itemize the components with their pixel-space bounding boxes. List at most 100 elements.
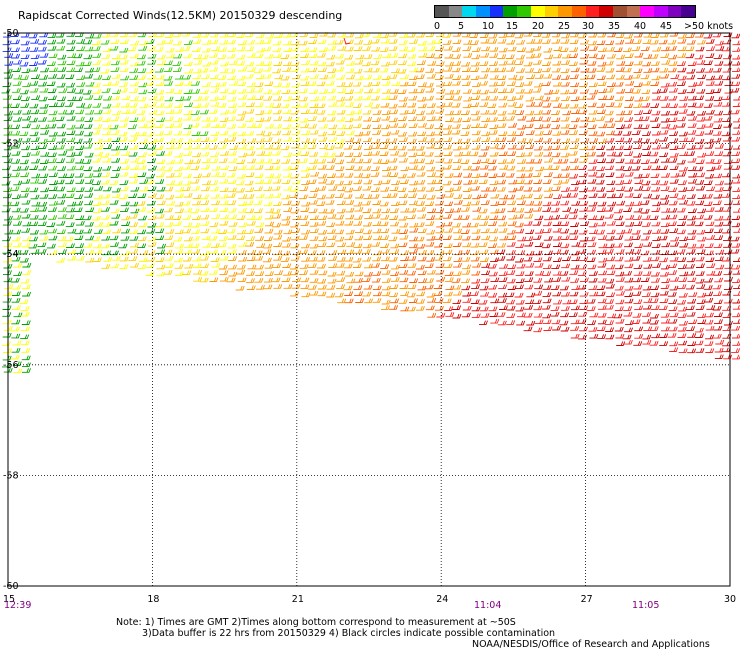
wind-barb — [651, 221, 661, 227]
wind-barb — [560, 200, 570, 206]
wind-barb — [559, 320, 569, 326]
wind-barb — [523, 326, 533, 332]
wind-barb — [732, 298, 740, 304]
wind-barb — [507, 137, 516, 142]
wind-barb — [633, 207, 643, 213]
wind-barb — [623, 110, 633, 115]
wind-barb — [145, 271, 155, 276]
wind-barb — [679, 199, 689, 205]
wind-barb — [523, 221, 533, 226]
wind-barb — [48, 215, 58, 220]
wind-barb — [533, 290, 543, 296]
wind-barb — [418, 40, 427, 46]
wind-barb — [129, 222, 139, 227]
wind-barb — [335, 229, 345, 235]
wind-barb — [343, 37, 351, 45]
wind-barb — [183, 40, 193, 45]
wind-barb — [507, 207, 517, 213]
wind-barb — [426, 53, 436, 58]
wind-barb — [452, 207, 462, 213]
wind-barb — [211, 165, 221, 171]
wind-barb — [3, 158, 13, 163]
wind-barb — [156, 54, 166, 60]
wind-barb — [534, 82, 543, 88]
wind-barb — [578, 214, 588, 220]
wind-barb — [139, 186, 149, 192]
wind-barb — [175, 96, 185, 101]
wind-barb — [174, 158, 184, 164]
wind-barb — [668, 200, 678, 206]
wind-barb — [67, 255, 77, 261]
wind-barb — [526, 74, 536, 79]
wind-barb — [128, 193, 138, 198]
wind-barb — [660, 229, 670, 234]
wind-barb — [236, 159, 246, 164]
wind-barb — [290, 291, 299, 297]
wind-barb — [363, 229, 372, 235]
wind-barb — [300, 67, 310, 73]
wind-barb — [551, 145, 561, 150]
wind-barb — [712, 67, 722, 73]
wind-barb — [659, 333, 669, 338]
wind-barb — [10, 277, 20, 283]
wind-barb — [579, 256, 589, 262]
wind-barb — [670, 277, 680, 282]
wind-barb — [201, 116, 211, 122]
wind-barb — [687, 123, 697, 128]
wind-barb — [138, 222, 148, 227]
wind-barb — [507, 264, 517, 269]
wind-barb — [300, 221, 310, 226]
wind-barb — [184, 263, 194, 269]
wind-barb — [84, 173, 94, 178]
wind-barb — [649, 215, 659, 221]
wind-barb — [310, 171, 320, 177]
wind-barb — [192, 200, 201, 206]
wind-barb — [670, 172, 680, 178]
wind-barb — [694, 54, 704, 60]
wind-barb — [308, 39, 318, 44]
wind-barb — [12, 284, 22, 290]
legend-swatch — [503, 6, 518, 17]
wind-barb — [254, 255, 264, 261]
wind-barb — [74, 229, 84, 235]
wind-barb — [39, 194, 49, 199]
wind-barb — [686, 68, 696, 74]
wind-barb — [551, 39, 561, 44]
wind-barb — [300, 47, 310, 53]
wind-barb — [299, 270, 309, 275]
wind-barb — [200, 221, 210, 226]
wind-barb — [193, 173, 203, 179]
wind-barb — [524, 284, 534, 290]
wind-barb — [407, 109, 417, 114]
wind-barb — [57, 60, 67, 66]
wind-barb — [560, 39, 570, 44]
wind-barb — [452, 313, 462, 319]
wind-barb — [137, 193, 147, 198]
wind-barb — [325, 165, 335, 170]
wind-barb — [434, 235, 444, 240]
wind-barb — [58, 109, 68, 115]
wind-barb — [633, 221, 643, 226]
wind-barb — [526, 117, 536, 122]
wind-barb — [552, 277, 562, 282]
wind-barb — [317, 117, 327, 122]
wind-barb — [409, 39, 419, 44]
wind-barb — [445, 192, 454, 198]
wind-barb — [453, 95, 463, 101]
wind-barb — [399, 81, 409, 87]
wind-barb — [506, 165, 516, 171]
wind-barb — [73, 151, 83, 156]
wind-barb — [175, 243, 185, 249]
wind-barb — [354, 158, 364, 164]
wind-barb — [219, 207, 229, 212]
wind-barb — [433, 115, 443, 121]
wind-barb — [489, 228, 499, 234]
wind-barb — [219, 130, 229, 136]
wind-barb — [686, 88, 696, 94]
wind-barb — [688, 319, 698, 324]
wind-barb — [651, 243, 661, 249]
wind-barb — [704, 68, 714, 73]
wind-barb — [283, 116, 293, 122]
wind-barb — [400, 166, 410, 172]
wind-barb — [703, 115, 713, 121]
